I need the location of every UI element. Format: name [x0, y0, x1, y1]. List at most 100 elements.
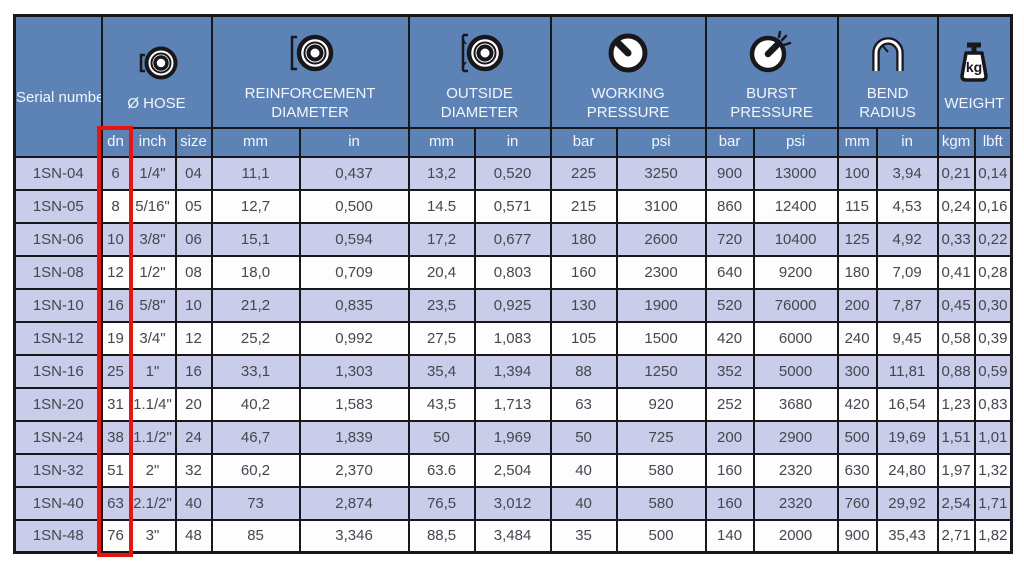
- data-cell: 29,92: [875, 485, 939, 521]
- burst-gauge-icon: [746, 28, 798, 78]
- table-row: 1SN-10 16 5/8" 10 21,2 0,835 23,5 0,925 130 1900 5…: [13, 287, 1013, 323]
- data-cell: 2,71: [936, 518, 976, 554]
- data-cell: 24,80: [875, 452, 939, 488]
- subheader-bp-bar: bar: [704, 126, 755, 158]
- data-cell: 140: [704, 518, 755, 554]
- data-cell: 0,22: [973, 221, 1013, 257]
- data-cell: 1,303: [298, 353, 410, 389]
- svg-text:kg: kg: [966, 59, 982, 75]
- data-cell: 25,2: [210, 320, 301, 356]
- data-cell: 580: [615, 485, 707, 521]
- data-cell: 51: [100, 452, 131, 488]
- data-cell: 3,012: [473, 485, 552, 521]
- data-cell: 0,594: [298, 221, 410, 257]
- data-cell: 7,09: [875, 254, 939, 290]
- data-cell: 0,24: [936, 188, 976, 224]
- data-cell: 19: [100, 320, 131, 356]
- data-cell: 100: [836, 155, 878, 191]
- data-cell: 76,5: [407, 485, 476, 521]
- data-cell: 0,992: [298, 320, 410, 356]
- data-cell: 0,41: [936, 254, 976, 290]
- data-cell: 05: [174, 188, 213, 224]
- data-cell: 180: [549, 221, 618, 257]
- data-cell: 3/4": [128, 320, 177, 356]
- data-cell: 63.6: [407, 452, 476, 488]
- data-cell: 1/4": [128, 155, 177, 191]
- data-cell: 0,520: [473, 155, 552, 191]
- data-cell: 31: [100, 386, 131, 422]
- burst-pressure-group-header: BURST PRESSURE: [704, 14, 839, 129]
- data-cell: 1.1/4": [128, 386, 177, 422]
- table-body: 1SN-04 6 1/4" 04 11,1 0,437 13,2 0,520 225 3250 90…: [13, 155, 1013, 554]
- data-cell: 40: [549, 452, 618, 488]
- data-cell: 3": [128, 518, 177, 554]
- data-cell: 640: [704, 254, 755, 290]
- data-cell: 0,88: [936, 353, 976, 389]
- subheader-reinf-in: in: [298, 126, 410, 158]
- data-cell: 2320: [752, 485, 839, 521]
- table-row: 1SN-48 76 3" 48 85 3,346 88,5 3,484 35 500 140 2000…: [13, 518, 1013, 554]
- data-cell: 2,54: [936, 485, 976, 521]
- data-cell: 420: [704, 320, 755, 356]
- data-cell: 500: [836, 419, 878, 455]
- data-cell: 0,45: [936, 287, 976, 323]
- data-cell: 20,4: [407, 254, 476, 290]
- weight-kg-icon: kg: [953, 38, 995, 88]
- data-cell: 19,69: [875, 419, 939, 455]
- data-cell: 16: [100, 287, 131, 323]
- data-cell: 1,713: [473, 386, 552, 422]
- data-cell: 12: [174, 320, 213, 356]
- data-cell: 0,437: [298, 155, 410, 191]
- data-cell: 13,2: [407, 155, 476, 191]
- data-cell: 160: [549, 254, 618, 290]
- data-cell: 3/8": [128, 221, 177, 257]
- data-cell: 0,677: [473, 221, 552, 257]
- subheader-od-mm: mm: [407, 126, 476, 158]
- data-cell: 23,5: [407, 287, 476, 323]
- data-cell: 115: [836, 188, 878, 224]
- data-cell: 300: [836, 353, 878, 389]
- data-cell: 0,14: [973, 155, 1013, 191]
- data-cell: 215: [549, 188, 618, 224]
- data-cell: 1,71: [973, 485, 1013, 521]
- serial-cell: 1SN-05: [13, 188, 103, 224]
- data-cell: 200: [704, 419, 755, 455]
- data-cell: 16: [174, 353, 213, 389]
- data-cell: 0,58: [936, 320, 976, 356]
- table-row: 1SN-08 12 1/2" 08 18,0 0,709 20,4 0,803 160 2300 6…: [13, 254, 1013, 290]
- data-cell: 2900: [752, 419, 839, 455]
- data-cell: 35: [549, 518, 618, 554]
- data-cell: 40: [549, 485, 618, 521]
- data-cell: 60,2: [210, 452, 301, 488]
- data-cell: 04: [174, 155, 213, 191]
- data-cell: 76000: [752, 287, 839, 323]
- data-cell: 1,839: [298, 419, 410, 455]
- data-cell: 900: [704, 155, 755, 191]
- data-cell: 1500: [615, 320, 707, 356]
- subheader-dn: dn: [100, 126, 131, 158]
- table-row: 1SN-04 6 1/4" 04 11,1 0,437 13,2 0,520 225 3250 90…: [13, 155, 1013, 191]
- data-cell: 252: [704, 386, 755, 422]
- data-cell: 4,92: [875, 221, 939, 257]
- data-cell: 2300: [615, 254, 707, 290]
- data-cell: 0,709: [298, 254, 410, 290]
- data-cell: 38: [100, 419, 131, 455]
- serial-cell: 1SN-16: [13, 353, 103, 389]
- data-cell: 1,23: [936, 386, 976, 422]
- data-cell: 73: [210, 485, 301, 521]
- data-cell: 08: [174, 254, 213, 290]
- data-cell: 1,32: [973, 452, 1013, 488]
- data-cell: 0,16: [973, 188, 1013, 224]
- subheader-reinf-mm: mm: [210, 126, 301, 158]
- data-cell: 0,59: [973, 353, 1013, 389]
- data-cell: 1900: [615, 287, 707, 323]
- data-cell: 35,4: [407, 353, 476, 389]
- serial-cell: 1SN-40: [13, 485, 103, 521]
- data-cell: 0,39: [973, 320, 1013, 356]
- data-cell: 500: [615, 518, 707, 554]
- table-header: Serial number Ø HOSE: [13, 14, 1013, 158]
- data-cell: 0,28: [973, 254, 1013, 290]
- data-cell: 1,583: [298, 386, 410, 422]
- weight-group-header: kg WEIGHT: [936, 14, 1013, 129]
